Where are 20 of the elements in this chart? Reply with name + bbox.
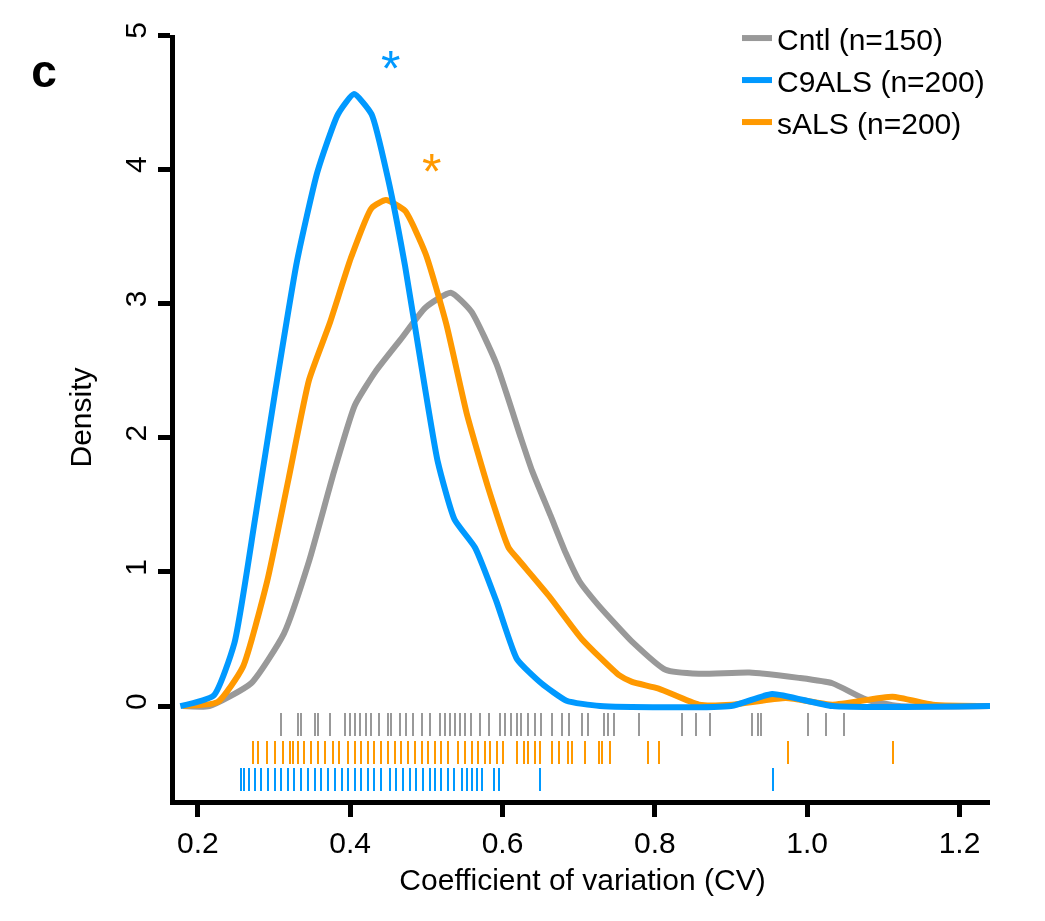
x-tick-label: 0.4 [329, 826, 372, 859]
x-axis-title: Coefficient of variation (CV) [399, 862, 766, 896]
y-tick-label: 2 [119, 424, 152, 442]
chart-title: c [31, 45, 57, 98]
legend-label: C9ALS (n=200) [777, 64, 985, 98]
legend-label: sALS (n=200) [777, 106, 962, 140]
y-tick-label: 5 [119, 22, 152, 39]
legend-label: Cntl (n=150) [777, 22, 943, 56]
x-tick-label: 0.6 [481, 826, 524, 859]
y-tick-label: 1 [119, 559, 152, 576]
y-tick-label: 4 [119, 156, 152, 174]
x-tick-label: 1.0 [786, 826, 829, 859]
annotation: * [381, 41, 401, 97]
x-tick-label: 1.2 [938, 826, 981, 859]
y-tick-label: 0 [119, 693, 152, 710]
y-axis-title: Density [64, 367, 97, 468]
y-tick-label: 3 [119, 290, 152, 308]
x-tick-label: 0.2 [176, 826, 219, 859]
x-tick-label: 0.8 [634, 826, 676, 859]
annotation: * [422, 144, 442, 200]
